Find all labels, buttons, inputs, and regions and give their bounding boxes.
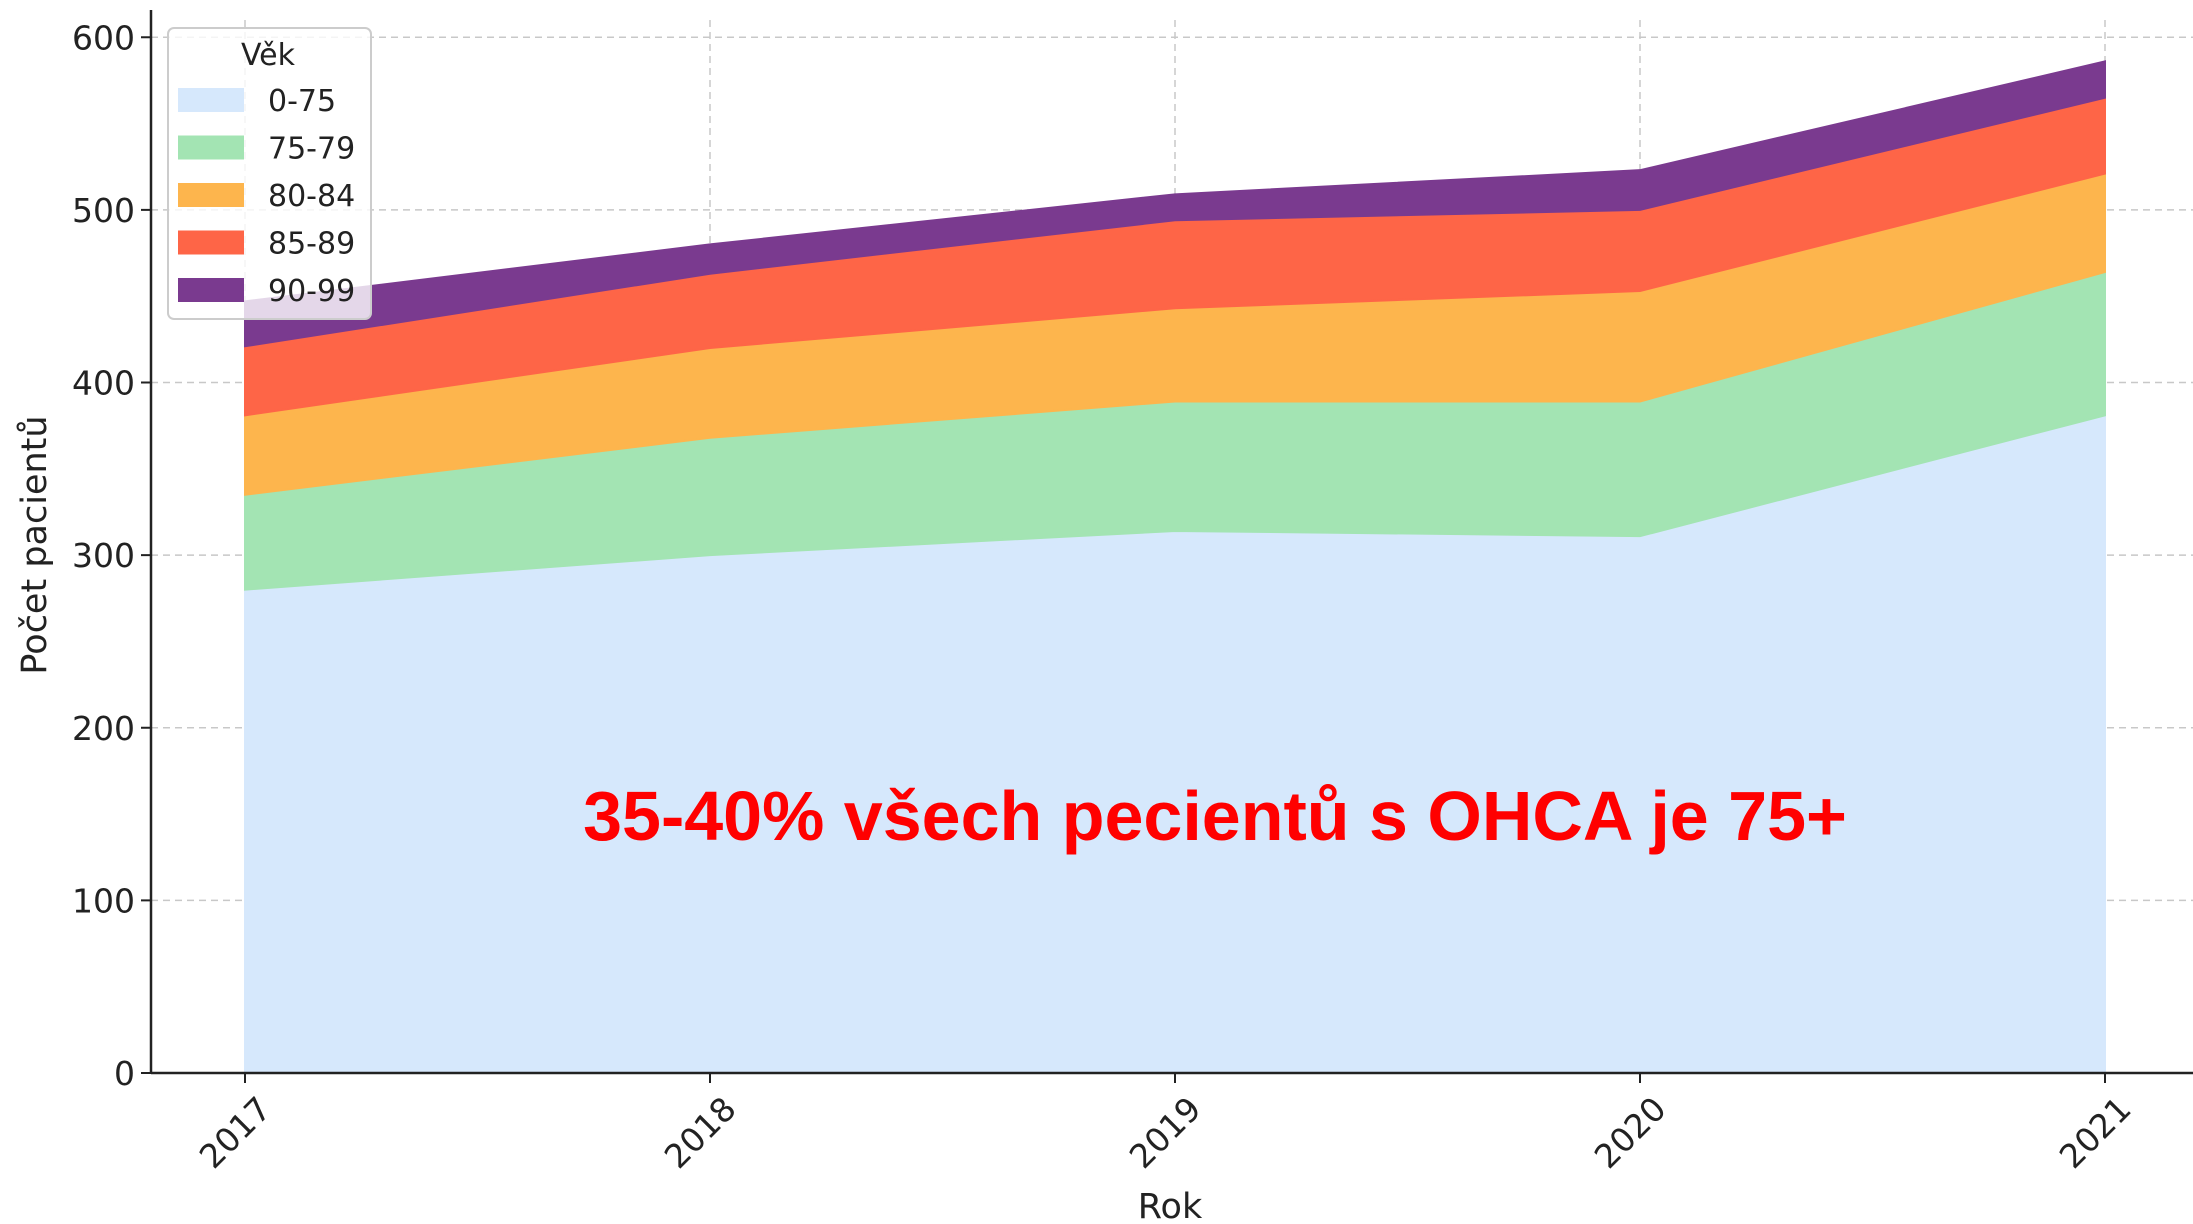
legend-swatch — [178, 183, 244, 207]
legend-label: 80-84 — [268, 179, 355, 214]
x-tick-label: 2021 — [2052, 1089, 2139, 1176]
legend-label: 75-79 — [268, 132, 355, 167]
x-axis-label: Rok — [1138, 1187, 1203, 1224]
legend-title: Věk — [241, 38, 296, 73]
x-tick-label: 2020 — [1587, 1089, 1674, 1176]
y-tick-label: 300 — [72, 536, 135, 575]
y-tick-label: 600 — [72, 18, 135, 57]
legend-label: 0-75 — [268, 84, 336, 119]
annotation: 35-40% všech pecientů s OHCA je 75+ — [583, 777, 1847, 855]
y-tick-label: 0 — [114, 1054, 135, 1093]
x-tick-label: 2018 — [657, 1089, 744, 1176]
y-tick-label: 500 — [72, 191, 135, 230]
legend-swatch — [178, 135, 244, 160]
x-tick-label: 2017 — [192, 1089, 279, 1176]
area — [244, 60, 2106, 348]
x-tick-label: 2019 — [1122, 1089, 1209, 1176]
y-axis-label: Počet pacientů — [15, 415, 55, 674]
y-tick-label: 200 — [72, 709, 135, 748]
legend: Věk 0-75 75-79 80-84 85-89 90-99 — [167, 27, 372, 320]
legend-swatch — [178, 230, 244, 255]
legend-swatch — [178, 88, 244, 112]
y-tick-label: 100 — [72, 881, 135, 920]
legend-label: 90-99 — [268, 274, 355, 309]
y-tick-label: 400 — [72, 364, 135, 403]
legend-swatch — [178, 278, 244, 302]
legend-label: 85-89 — [268, 227, 355, 262]
areas — [244, 60, 2106, 1074]
